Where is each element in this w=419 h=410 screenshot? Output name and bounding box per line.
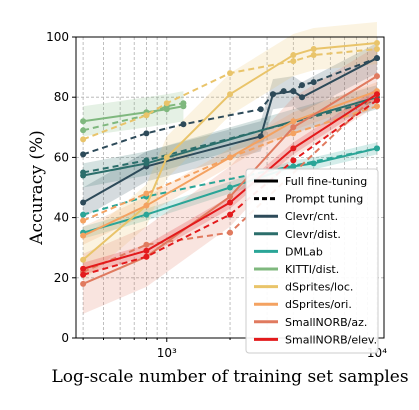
point-dsprites-loc--full (163, 154, 170, 161)
y-tick-label: 20 (54, 271, 69, 285)
point-smallnorb-elev--prompt (80, 271, 87, 278)
legend-label: Clevr/cnt. (285, 210, 338, 223)
point-clevr-cnt--prompt (310, 79, 317, 86)
point-dsprites-loc--prompt (163, 100, 170, 107)
point-dsprites-loc--full (80, 256, 87, 263)
point-kitti-dist--prompt (180, 100, 187, 107)
line-clevr-cnt--prompt (82, 57, 378, 156)
point-dmlab-prompt (373, 145, 380, 152)
point-clevr-cnt--prompt (269, 91, 276, 98)
x-tick-label: 10³ (157, 346, 177, 360)
legend-label: SmallNORB/elev. (285, 333, 377, 346)
point-dsprites-loc--prompt (290, 58, 297, 65)
point-dsprites-loc--prompt (143, 112, 150, 119)
band-dsprites-ori- (83, 82, 377, 245)
legend-box (245, 168, 379, 354)
y-tick-label: 80 (54, 90, 69, 104)
band-dmlab (83, 142, 377, 239)
point-smallnorb-az--prompt (227, 229, 234, 236)
point-smallnorb-elev--prompt (227, 211, 234, 218)
legend-label: dSprites/ori. (285, 298, 352, 311)
point-dsprites-loc--full (310, 46, 317, 53)
point-smallnorb-elev--full (80, 265, 87, 272)
point-dsprites-ori--prompt (227, 154, 234, 161)
legend-label: KITTI/dist. (285, 263, 339, 276)
point-smallnorb-elev--full (143, 247, 150, 254)
point-dsprites-ori--prompt (143, 190, 150, 197)
point-smallnorb-elev--prompt (290, 157, 297, 164)
point-dsprites-ori--full (143, 202, 150, 209)
line-smallnorb-az--prompt (82, 93, 378, 273)
point-smallnorb-elev--prompt (373, 97, 380, 104)
point-kitti-dist--prompt (80, 127, 87, 134)
point-smallnorb-elev--full (373, 91, 380, 98)
legend-label: Prompt tuning (285, 193, 363, 206)
point-clevr-cnt--prompt (143, 130, 150, 137)
legend-label: DMLab (285, 245, 323, 258)
line-kitti-dist--prompt (82, 102, 184, 132)
point-dsprites-ori--prompt (290, 130, 297, 137)
legend: Full fine-tuning Prompt tuning Clevr/cnt. C… (245, 168, 379, 354)
point-dmlab-prompt (80, 211, 87, 218)
line-smallnorb-elev--prompt (82, 99, 378, 276)
point-smallnorb-elev--full (290, 145, 297, 152)
point-smallnorb-az--full (290, 124, 297, 131)
x-axis-title: Log-scale number of training set samples (51, 367, 408, 387)
point-clevr-cnt--prompt (180, 121, 187, 128)
point-clevr-cnt--full (299, 94, 306, 101)
point-clevr-cnt--prompt (373, 55, 380, 62)
y-tick-label: 40 (54, 211, 69, 225)
point-clevr-dist--prompt (80, 169, 87, 176)
point-dsprites-loc--full (227, 91, 234, 98)
point-clevr-cnt--full (80, 199, 87, 206)
point-clevr-cnt--full (257, 133, 264, 140)
y-tick-label: 0 (61, 331, 69, 345)
point-clevr-cnt--prompt (290, 88, 297, 95)
point-clevr-dist--prompt (143, 157, 150, 164)
legend-label: SmallNORB/az. (285, 316, 367, 329)
point-dmlab-full (143, 211, 150, 218)
band-smallnorb-elev- (83, 88, 377, 275)
point-dsprites-ori--prompt (373, 103, 380, 110)
point-smallnorb-az--full (80, 280, 87, 287)
point-dmlab-full (227, 184, 234, 191)
point-smallnorb-elev--prompt (143, 253, 150, 260)
y-axis-title: Accuracy (%) (27, 130, 47, 245)
point-dsprites-ori--prompt (80, 217, 87, 224)
point-clevr-cnt--prompt (299, 82, 306, 89)
point-dsprites-loc--prompt (310, 52, 317, 59)
y-tick-label: 100 (46, 30, 69, 44)
point-smallnorb-az--prompt (143, 241, 150, 248)
legend-label: Clevr/dist. (285, 228, 341, 241)
line-kitti-dist--full (82, 105, 184, 123)
legend-label: dSprites/loc. (285, 281, 353, 294)
point-dsprites-loc--full (290, 52, 297, 59)
point-smallnorb-elev--full (227, 199, 234, 206)
point-smallnorb-az--full (227, 193, 234, 200)
point-smallnorb-az--full (373, 73, 380, 80)
legend-label: Full fine-tuning (285, 175, 367, 188)
point-dsprites-ori--full (80, 232, 87, 239)
point-dsprites-loc--prompt (373, 46, 380, 53)
point-clevr-cnt--prompt (257, 106, 264, 113)
point-clevr-cnt--prompt (80, 151, 87, 158)
point-dsprites-loc--prompt (80, 136, 87, 143)
band-clevr-dist- (83, 85, 377, 188)
y-tick-label: 60 (54, 150, 69, 164)
point-dsprites-loc--prompt (227, 70, 234, 77)
point-dsprites-ori--full (290, 118, 297, 125)
line-dsprites-ori--prompt (82, 105, 378, 222)
point-clevr-cnt--prompt (280, 88, 287, 95)
point-kitti-dist--full (80, 118, 87, 125)
point-dsprites-loc--full (373, 40, 380, 47)
